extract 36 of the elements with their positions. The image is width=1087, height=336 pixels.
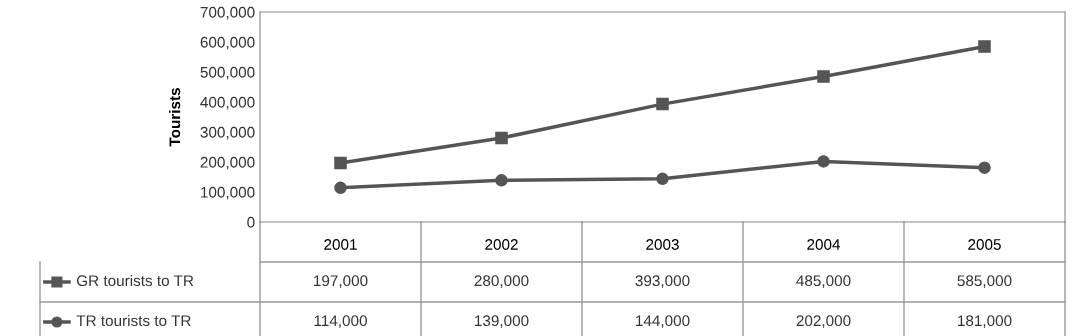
point [656, 172, 669, 186]
y-tick-label: 700,000 [200, 6, 255, 20]
data-label: 393,000 [635, 275, 690, 288]
legend-label: GR tourists to TR [76, 274, 194, 287]
data-label: 114,000 [314, 315, 367, 328]
point [334, 181, 347, 195]
point [495, 131, 508, 145]
y-tick-label: 500,000 [200, 66, 255, 80]
x-tick-label: 2003 [646, 239, 679, 250]
y-axis-title: Tourists [169, 88, 181, 147]
data-label: 485,000 [796, 275, 851, 288]
data-label: 197,000 [314, 275, 368, 288]
y-tick-label: 600,000 [200, 36, 255, 50]
point [817, 70, 830, 83]
data-label: 202,000 [796, 315, 851, 328]
x-tick-label: 2004 [807, 239, 841, 250]
point [656, 97, 669, 111]
point [817, 155, 830, 168]
y-tick-label: 200,000 [200, 156, 255, 170]
point [334, 156, 347, 170]
x-tick-label: 2001 [324, 239, 357, 250]
data-label: 585,000 [957, 275, 1012, 288]
data-label: 144,000 [636, 315, 690, 328]
x-tick-label: 2002 [485, 239, 518, 250]
y-tick-label: 0 [247, 216, 255, 228]
point [978, 40, 991, 53]
y-tick-label: 100,000 [201, 186, 255, 200]
x-tick-label: 2005 [968, 239, 1001, 250]
point [978, 161, 991, 174]
legend-label: TR tourists to TR [76, 314, 191, 327]
y-tick-label: 400,000 [200, 96, 255, 110]
point [495, 174, 508, 187]
data-label: 139,000 [475, 315, 529, 328]
data-label: 280,000 [474, 275, 529, 288]
data-label: 181,000 [958, 315, 1012, 328]
y-tick-label: 300,000 [200, 126, 255, 140]
